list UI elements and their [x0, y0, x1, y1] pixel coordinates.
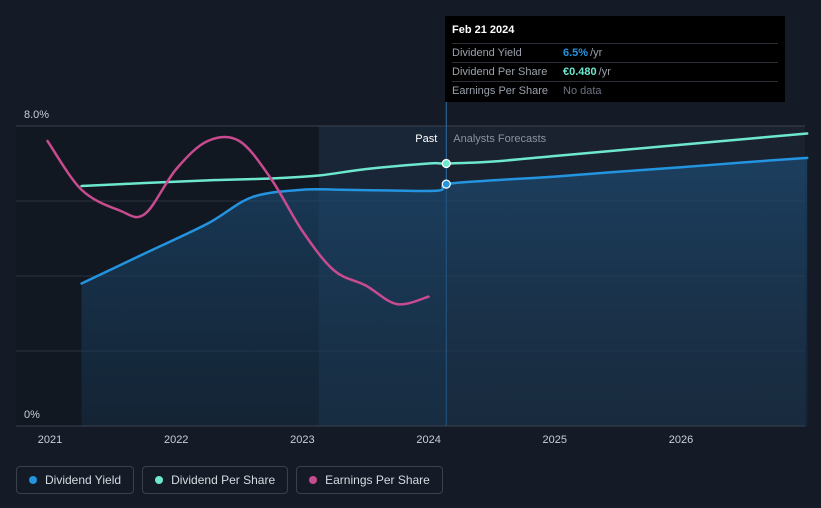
tooltip-date: Feb 21 2024	[452, 24, 515, 36]
tooltip-value: No data	[563, 85, 602, 97]
tooltip-label: Earnings Per Share	[452, 85, 548, 97]
tooltip-value: €0.480	[563, 66, 597, 78]
y-tick-label: 0%	[24, 409, 40, 421]
tooltip-label: Dividend Per Share	[452, 66, 548, 78]
forecast-label: Analysts Forecasts	[453, 133, 546, 145]
x-tick-label: 2025	[543, 434, 567, 446]
tooltip-unit: /yr	[598, 66, 611, 78]
x-tick-label: 2021	[38, 434, 62, 446]
series-line-dividend-per-share	[80, 132, 809, 188]
x-tick-label: 2024	[416, 434, 440, 446]
legend-label: Earnings Per Share	[325, 473, 430, 487]
x-tick-label: 2023	[290, 434, 314, 446]
x-tick-label: 2026	[669, 434, 693, 446]
tooltip-unit: /yr	[590, 47, 603, 59]
marker-dividend-yield	[441, 179, 451, 189]
legend-dot-icon	[309, 476, 318, 484]
marker-dividend-per-share	[441, 158, 451, 169]
past-label: Past	[415, 133, 437, 145]
series-line-earnings-per-share	[46, 135, 430, 306]
tooltip: Feb 21 2024 Dividend Yield 6.5% /yr Divi…	[445, 16, 785, 102]
x-tick-label: 2022	[164, 434, 188, 446]
legend-item-earnings-per-share[interactable]: Earnings Per Share	[296, 466, 443, 494]
series-line-dividend-yield	[80, 156, 809, 285]
legend-label: Dividend Yield	[45, 473, 122, 487]
legend: Dividend Yield Dividend Per Share Earnin…	[16, 466, 443, 494]
legend-item-dividend-yield[interactable]: Dividend Yield	[16, 466, 135, 494]
tooltip-row-dividend-yield: Dividend Yield 6.5% /yr	[452, 43, 778, 62]
tooltip-row-earnings-per-share: Earnings Per Share No data	[452, 81, 778, 100]
dividend-yield-area	[81, 157, 808, 426]
chart: 8.0% 0% 2021 2022 2023 2024 2025 2026 Past Analys…	[16, 16, 809, 446]
y-tick-label: 8.0%	[24, 109, 49, 121]
legend-dot-icon	[29, 476, 37, 484]
tooltip-row-dividend-per-share: Dividend Per Share €0.480 /yr	[452, 62, 778, 81]
legend-dot-icon	[155, 476, 164, 484]
tooltip-value: 6.5%	[563, 47, 589, 59]
legend-item-dividend-per-share[interactable]: Dividend Per Share	[142, 466, 289, 494]
tooltip-label: Dividend Yield	[452, 47, 522, 59]
legend-label: Dividend Per Share	[171, 473, 276, 487]
